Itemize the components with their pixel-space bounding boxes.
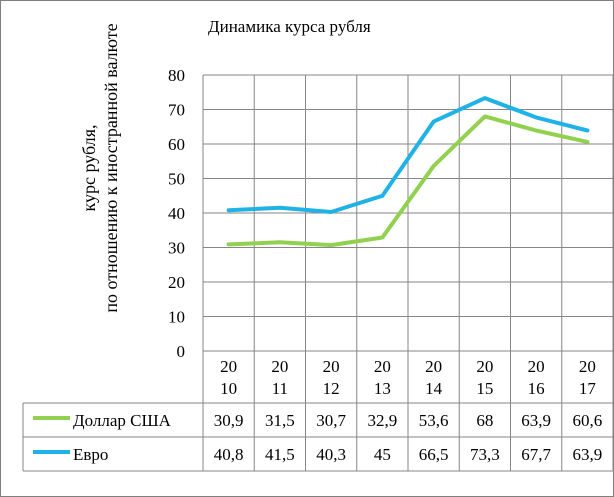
y-tick-label: 20: [168, 273, 185, 292]
data-table-value: 40,8: [214, 445, 244, 464]
data-table-value: 53,6: [419, 411, 449, 430]
data-table-value: 32,9: [368, 411, 398, 430]
y-tick-label: 70: [168, 101, 185, 120]
legend-label: Евро: [73, 445, 108, 464]
y-tick-label: 30: [168, 239, 185, 258]
data-table-value: 60,6: [573, 411, 603, 430]
data-table-value: 68: [476, 411, 493, 430]
x-tick-label: 20 13: [374, 357, 391, 398]
series-line: [226, 114, 590, 248]
data-table-value: 30,7: [316, 411, 346, 430]
y-tick-label: 80: [168, 66, 185, 85]
data-table-value: 45: [374, 445, 391, 464]
data-table-value: 66,5: [419, 445, 449, 464]
series-line: [226, 96, 590, 214]
y-tick-label: 40: [168, 204, 185, 223]
data-table-value: 40,3: [316, 445, 346, 464]
x-tick-label: 20 17: [579, 357, 597, 398]
data-table-value: 73,3: [470, 445, 500, 464]
chart-title: Динамика курса рубля: [208, 17, 371, 36]
data-table-value: 63,9: [573, 445, 603, 464]
data-table-value: 31,5: [265, 411, 295, 430]
x-tick-label: 20 11: [271, 357, 288, 398]
x-tick-label: 20 14: [425, 357, 443, 398]
y-tick-label: 0: [177, 342, 186, 361]
data-table-value: 41,5: [265, 445, 295, 464]
x-tick-label: 20 16: [528, 357, 545, 398]
x-tick-label: 20 12: [323, 357, 340, 398]
y-tick-label: 10: [168, 308, 185, 327]
y-tick-label: 50: [168, 170, 185, 189]
data-table-value: 63,9: [521, 411, 551, 430]
y-tick-label: 60: [168, 135, 185, 154]
legend-label: Доллар США: [73, 411, 172, 430]
data-table-value: 67,7: [521, 445, 551, 464]
x-tick-label: 20 15: [476, 357, 493, 398]
x-tick-label: 20 10: [220, 357, 237, 398]
data-table-value: 30,9: [214, 411, 244, 430]
